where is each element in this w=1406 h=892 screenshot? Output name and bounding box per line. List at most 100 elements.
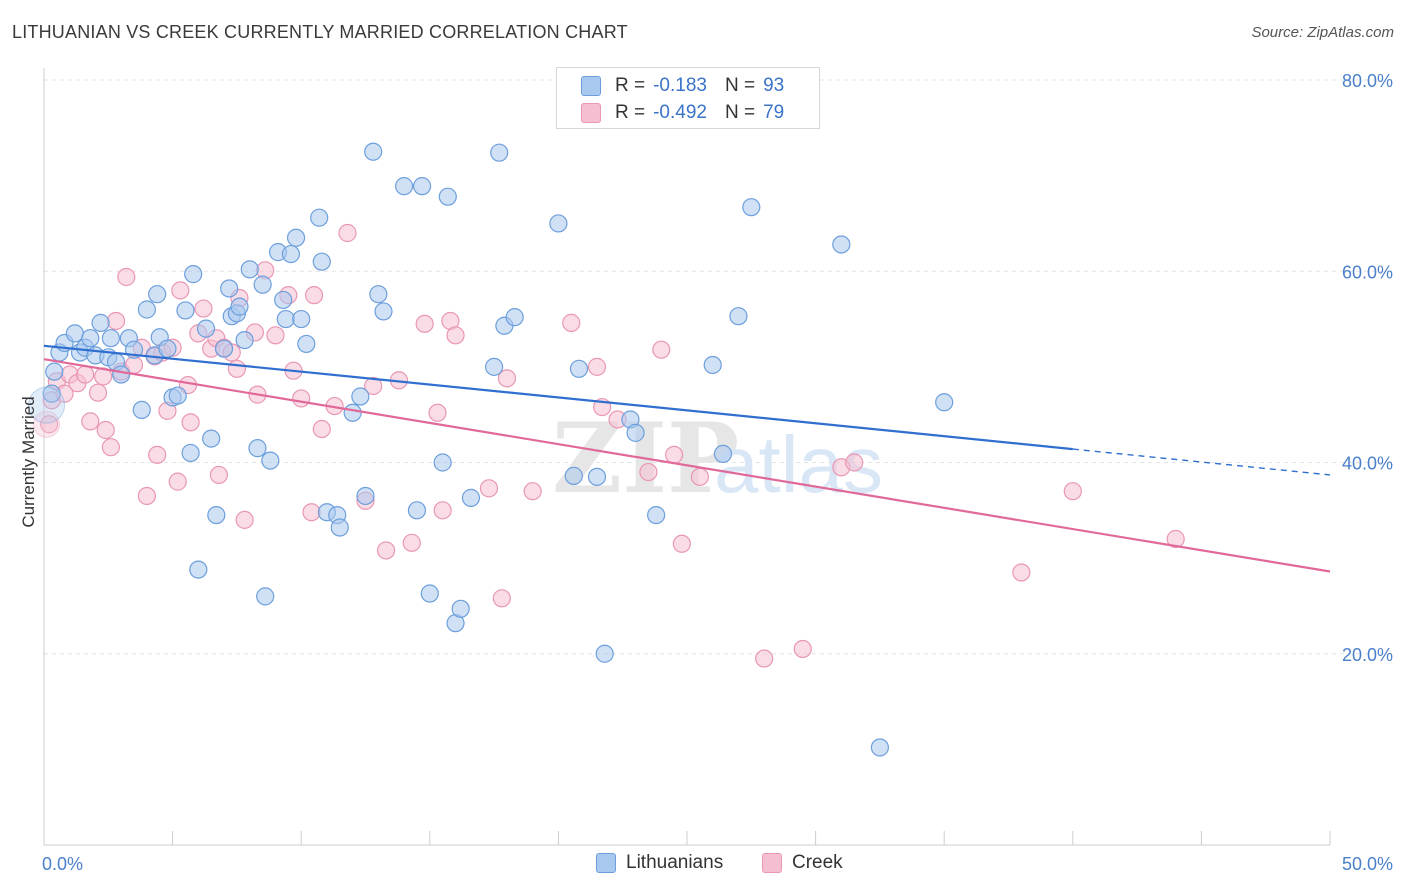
data-point bbox=[101, 329, 120, 348]
data-point bbox=[106, 311, 126, 331]
data-point bbox=[65, 324, 84, 343]
data-point bbox=[281, 244, 301, 264]
data-point bbox=[1063, 482, 1082, 501]
data-point bbox=[81, 329, 100, 348]
data-point bbox=[96, 420, 115, 440]
data-point bbox=[292, 309, 311, 329]
data-point bbox=[672, 534, 691, 553]
data-point bbox=[461, 488, 481, 507]
data-point bbox=[364, 376, 383, 396]
data-point bbox=[595, 644, 614, 663]
data-point-cluster bbox=[33, 410, 61, 438]
chart-title: LITHUANIAN VS CREEK CURRENTLY MARRIED CO… bbox=[12, 22, 628, 42]
data-point bbox=[220, 279, 239, 298]
data-point bbox=[266, 326, 285, 345]
data-point bbox=[235, 331, 254, 350]
legend-row-lithuanians: R = -0.183 N = 93 bbox=[581, 73, 784, 99]
y-tick-label: 40.0% bbox=[1342, 454, 1393, 474]
r-value: -0.492 bbox=[653, 102, 707, 123]
data-point bbox=[845, 453, 864, 472]
data-point bbox=[356, 486, 375, 506]
data-point bbox=[230, 297, 249, 316]
data-point bbox=[832, 235, 851, 254]
data-point bbox=[402, 533, 421, 552]
r-label: R = bbox=[615, 75, 646, 96]
data-point bbox=[376, 541, 396, 560]
data-point bbox=[433, 501, 452, 520]
data-point bbox=[497, 369, 517, 388]
lithuanians-trend-line bbox=[43, 344, 1073, 451]
data-point bbox=[148, 285, 167, 304]
lithuanians-swatch bbox=[581, 76, 601, 96]
data-point bbox=[227, 359, 246, 378]
data-point bbox=[40, 415, 59, 434]
data-point bbox=[304, 286, 324, 305]
data-point bbox=[755, 649, 774, 668]
data-point bbox=[209, 465, 228, 485]
data-point bbox=[351, 387, 370, 406]
data-point bbox=[76, 365, 95, 384]
data-point bbox=[549, 214, 568, 233]
data-point bbox=[330, 518, 349, 537]
data-point bbox=[312, 252, 331, 271]
data-point bbox=[490, 143, 509, 162]
data-point bbox=[184, 265, 203, 284]
data-point bbox=[505, 308, 524, 327]
data-point bbox=[292, 389, 311, 408]
data-point bbox=[137, 300, 156, 319]
data-point bbox=[42, 384, 61, 403]
data-point bbox=[181, 443, 200, 463]
legend-item-lithuanians[interactable]: Lithuanians bbox=[596, 852, 723, 874]
data-point bbox=[181, 413, 200, 432]
n-label: N = bbox=[724, 102, 756, 123]
correlation-legend: R = -0.183 N = 93 R = -0.492 N = 79 bbox=[556, 67, 820, 129]
data-point bbox=[88, 383, 108, 402]
data-point bbox=[394, 177, 414, 196]
legend-item-creek[interactable]: Creek bbox=[762, 852, 843, 874]
data-point bbox=[492, 589, 511, 608]
data-point bbox=[101, 438, 120, 457]
lithuanians-swatch bbox=[596, 853, 616, 873]
data-point bbox=[369, 285, 388, 304]
data-point bbox=[338, 223, 357, 243]
data-point bbox=[276, 309, 295, 329]
data-point bbox=[256, 587, 275, 606]
data-point bbox=[302, 503, 321, 522]
lithuanians-series bbox=[28, 142, 954, 757]
data-point bbox=[647, 505, 666, 525]
y-tick-label: 80.0% bbox=[1342, 71, 1393, 91]
y-axis-label: Currently Married bbox=[19, 396, 38, 527]
n-value: 93 bbox=[763, 75, 785, 96]
data-point bbox=[420, 584, 439, 603]
n-value: 79 bbox=[763, 102, 785, 123]
data-point bbox=[202, 429, 221, 448]
data-point bbox=[214, 339, 234, 358]
data-point bbox=[240, 260, 259, 279]
creek-trend-line bbox=[43, 358, 1331, 573]
data-point bbox=[310, 208, 329, 227]
data-point bbox=[639, 462, 658, 482]
data-point bbox=[485, 357, 504, 376]
creek-swatch bbox=[581, 103, 601, 123]
data-point bbox=[626, 423, 645, 442]
axis-labels: 20.0% 40.0% 60.0% 80.0% 0.0% 50.0% Currently M… bbox=[19, 71, 1393, 874]
x-tick-label-end: 50.0% bbox=[1342, 854, 1393, 874]
data-point bbox=[196, 319, 216, 338]
y-tick-label: 60.0% bbox=[1342, 262, 1393, 282]
r-label: R = bbox=[615, 102, 646, 123]
series-legend: Lithuanians Creek bbox=[0, 852, 1406, 878]
data-point bbox=[1166, 529, 1185, 549]
source-label: Source: ZipAtlas.com bbox=[1251, 24, 1394, 41]
legend-label: Creek bbox=[792, 852, 843, 873]
data-point bbox=[587, 467, 607, 486]
data-point bbox=[45, 362, 64, 381]
x-tick-label-start: 0.0% bbox=[42, 854, 83, 874]
data-point bbox=[91, 313, 110, 332]
data-point bbox=[158, 339, 177, 358]
data-point bbox=[652, 340, 671, 359]
data-point bbox=[189, 560, 208, 579]
data-point bbox=[433, 453, 452, 472]
axes bbox=[43, 68, 1331, 846]
data-point bbox=[562, 313, 581, 332]
data-point bbox=[742, 198, 761, 217]
